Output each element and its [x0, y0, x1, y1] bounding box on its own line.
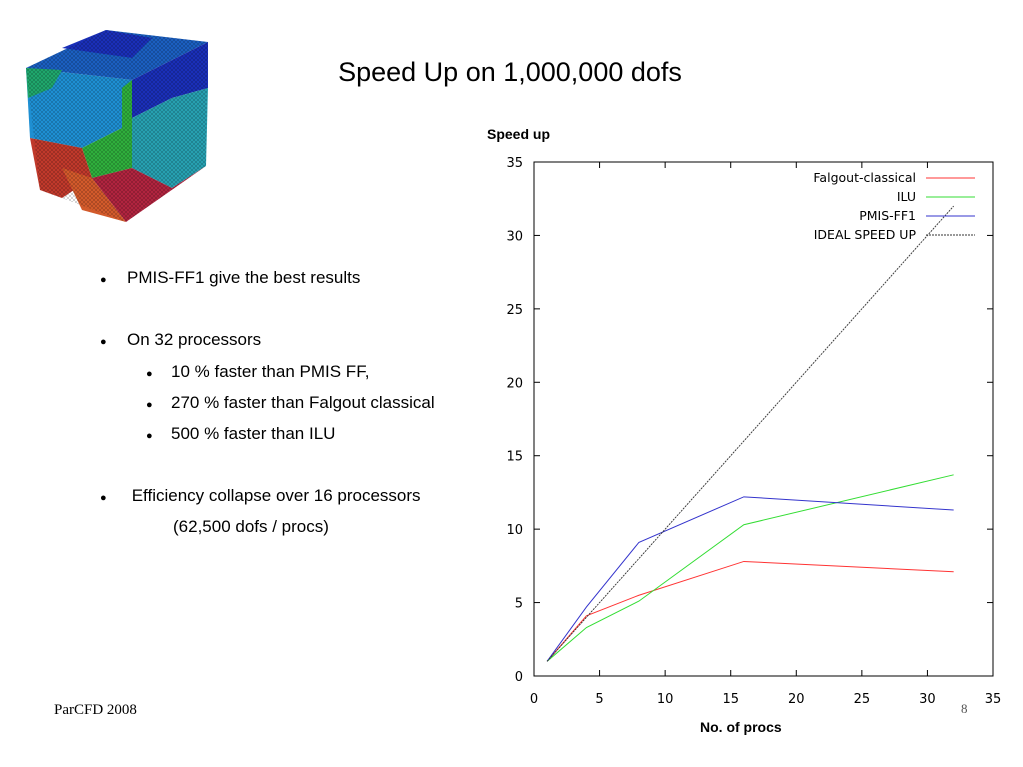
y-tick-label: 35	[506, 156, 523, 171]
bullet-dot: ●	[100, 492, 107, 504]
chart-xlabel: No. of procs	[700, 719, 782, 735]
bullet-item: On 32 processors	[127, 330, 262, 349]
series-line-pmis-ff1	[546, 496, 954, 662]
bullet-item: Efficiency collapse over 16 processors	[127, 486, 421, 505]
plot-frame	[533, 161, 994, 677]
chart-ylabel: Speed up	[487, 126, 551, 142]
bullet-subnote: (62,500 dofs / procs)	[173, 517, 329, 536]
legend-label: PMIS-FF1	[859, 208, 916, 223]
bullet-item: 270 % faster than Falgout classical	[171, 393, 435, 412]
series-line-ideal-speed-up	[546, 205, 954, 662]
x-tick-label: 20	[788, 692, 805, 707]
slide-title: Speed Up on 1,000,000 dofs	[338, 57, 682, 87]
x-tick-label: 5	[595, 692, 603, 707]
legend-label: ILU	[897, 189, 916, 204]
mesh-cube-image	[26, 30, 208, 222]
y-tick-label: 15	[506, 450, 523, 465]
bullet-dot: ●	[146, 430, 153, 442]
x-tick-label: 25	[854, 692, 871, 707]
y-tick-label: 30	[506, 229, 523, 244]
footer-conference: ParCFD 2008	[54, 702, 137, 718]
bullet-item: 500 % faster than ILU	[171, 424, 336, 443]
y-tick-label: 0	[515, 670, 523, 685]
legend-label: IDEAL SPEED UP	[814, 227, 917, 242]
x-tick-label: 0	[530, 692, 538, 707]
x-tick-label: 30	[919, 692, 936, 707]
series-line-falgout-classical	[546, 560, 954, 662]
y-tick-label: 5	[515, 597, 523, 612]
y-tick-label: 25	[506, 303, 523, 318]
bullet-dot: ●	[100, 274, 107, 286]
page-number: 8	[961, 701, 968, 716]
bullet-item: PMIS-FF1 give the best results	[127, 268, 361, 287]
x-tick-label: 35	[985, 692, 1002, 707]
bullet-dot: ●	[146, 368, 153, 380]
bullet-dot: ●	[146, 399, 153, 411]
y-tick-label: 10	[506, 523, 523, 538]
y-tick-label: 20	[506, 376, 523, 391]
series-line-ilu	[546, 474, 954, 662]
bullet-dot: ●	[100, 336, 107, 348]
x-tick-label: 10	[657, 692, 674, 707]
x-tick-label: 15	[722, 692, 739, 707]
bullet-item: 10 % faster than PMIS FF,	[171, 362, 370, 381]
legend-label: Falgout-classical	[813, 170, 916, 185]
